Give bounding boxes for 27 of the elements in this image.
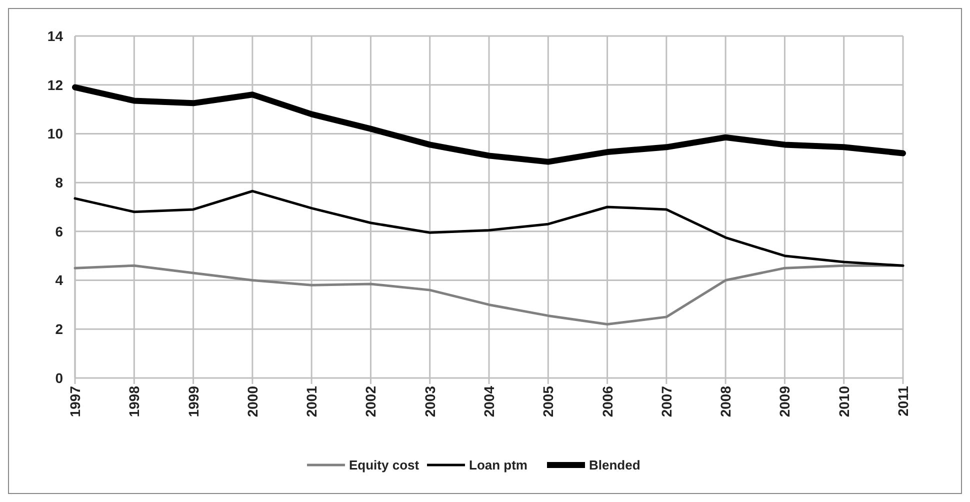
x-tick-label: 2011: [895, 386, 911, 416]
y-tick-label: 6: [55, 223, 64, 240]
x-tick-label: 1999: [185, 386, 202, 418]
x-tick-label: 2005: [540, 386, 556, 418]
legend-label: Blended: [589, 458, 640, 473]
y-tick-label: 2: [55, 321, 64, 338]
y-tick-label: 4: [55, 272, 64, 288]
x-tick-label: 2008: [718, 386, 734, 418]
x-tick-label: 2007: [658, 386, 674, 418]
y-tick-label: 8: [55, 174, 64, 190]
x-tick-label: 2001: [304, 386, 320, 418]
legend-label: Loan ptm: [469, 458, 528, 473]
x-tick-label: 2002: [362, 386, 379, 418]
x-tick-label: 2000: [244, 386, 260, 418]
y-tick-label: 10: [47, 126, 64, 142]
x-tick-label: 1997: [67, 386, 83, 418]
x-tick-label: 2004: [481, 386, 497, 418]
x-tick-label: 2009: [776, 386, 793, 418]
y-tick-label: 0: [55, 370, 64, 386]
line-series: [74, 190, 904, 267]
legend-label: Equity cost: [349, 458, 420, 473]
x-tick-label: 1998: [126, 386, 142, 418]
x-tick-label: 2003: [422, 386, 438, 418]
y-tick-label: 12: [47, 76, 64, 93]
y-tick-label: 14: [47, 28, 64, 44]
x-tick-label: 2006: [599, 386, 616, 418]
x-tick-label: 2010: [836, 386, 852, 418]
